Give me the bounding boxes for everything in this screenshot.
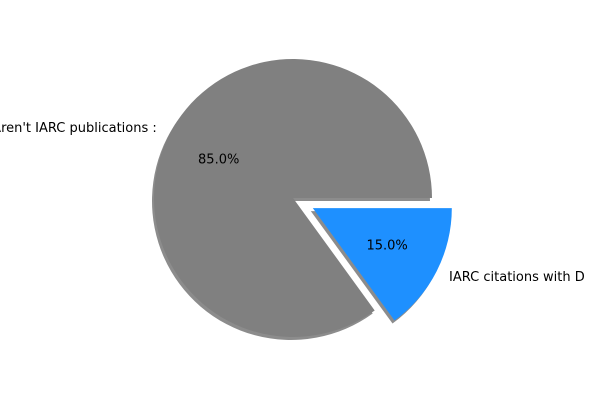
slice-percent-label: 85.0% [198, 153, 239, 168]
slice-category-label: IARC citations with D [449, 270, 585, 285]
pie-slice-iarc-citations-with-d [312, 208, 452, 321]
pie-labels: 85.0% Aren't IARC publications : 15.0% IARC… [0, 121, 585, 285]
pie-slice-aren-t-iarc-publications [153, 59, 432, 338]
slice-category-label: Aren't IARC publications : [0, 121, 157, 136]
slice-percent-label: 15.0% [366, 238, 407, 253]
pie-slices [153, 59, 452, 338]
